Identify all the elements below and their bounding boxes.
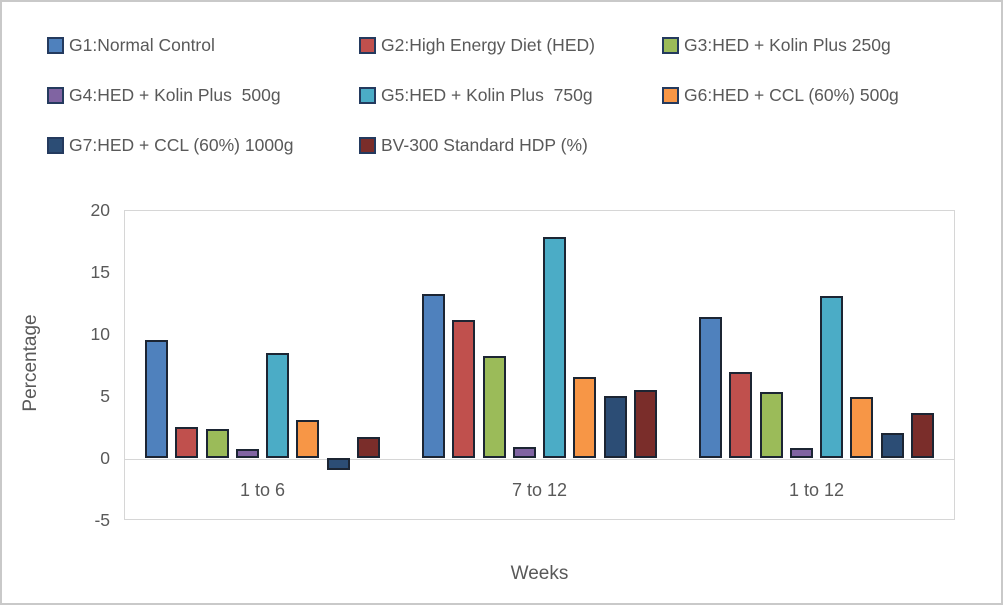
- legend-label: G1:Normal Control: [69, 34, 215, 55]
- plot-area: [124, 210, 955, 520]
- legend-item-1: G1:Normal Control: [47, 35, 359, 56]
- bar-series8-group1: [357, 436, 381, 458]
- legend-swatch-icon: [47, 36, 64, 54]
- x-axis-title: Weeks: [510, 563, 569, 584]
- legend-label: BV-300 Standard HDP (%): [381, 134, 588, 155]
- y-axis-title: Percentage: [20, 314, 41, 412]
- legend-swatch-icon: [359, 136, 376, 154]
- bar-series8-group2: [634, 389, 658, 458]
- legend-item-5: G5:HED + Kolin Plus 750g: [359, 85, 662, 106]
- y-tick-label: -5: [94, 510, 110, 530]
- bar-series7-group3: [880, 433, 904, 458]
- zero-gridline: [125, 459, 954, 460]
- bar-series6-group2: [573, 377, 597, 458]
- legend-item-4: G4:HED + Kolin Plus 500g: [47, 85, 359, 106]
- bar-series4-group1: [235, 449, 259, 458]
- bar-series5-group3: [820, 295, 844, 458]
- chart-legend: G1:Normal Control G2:High Energy Diet (HE…: [47, 20, 987, 170]
- y-tick-label: 5: [100, 386, 110, 406]
- bar-series7-group1: [326, 458, 350, 471]
- legend-swatch-icon: [47, 136, 64, 154]
- x-category-label: 1 to 6: [239, 480, 286, 500]
- legend-swatch-icon: [359, 36, 376, 54]
- bar-series7-group2: [603, 396, 627, 458]
- bar-series4-group2: [512, 446, 536, 458]
- legend-label: G7:HED + CCL (60%) 1000g: [69, 134, 294, 155]
- bar-series2-group3: [729, 372, 753, 458]
- legend-label: G4:HED + Kolin Plus 500g: [69, 84, 281, 105]
- y-tick-label: 10: [90, 324, 110, 344]
- legend-label: G5:HED + Kolin Plus 750g: [381, 84, 593, 105]
- legend-swatch-icon: [662, 36, 679, 54]
- legend-label: G6:HED + CCL (60%) 500g: [684, 84, 899, 105]
- bar-series5-group2: [543, 237, 567, 458]
- legend-item-3: G3:HED + Kolin Plus 250g: [662, 35, 987, 56]
- bar-series6-group3: [850, 397, 874, 458]
- y-tick-label: 15: [90, 262, 110, 282]
- legend-swatch-icon: [47, 86, 64, 104]
- bar-series3-group2: [482, 356, 506, 458]
- y-tick-label: 0: [100, 448, 110, 468]
- bar-series2-group2: [452, 320, 476, 458]
- bar-series4-group3: [789, 448, 813, 458]
- legend-item-7: G7:HED + CCL (60%) 1000g: [47, 135, 359, 156]
- bar-series2-group1: [175, 427, 199, 458]
- bar-series3-group3: [759, 392, 783, 458]
- x-category-label: 7 to 12: [511, 480, 568, 500]
- bar-series1-group2: [421, 294, 445, 458]
- bar-series1-group1: [144, 340, 168, 458]
- bar-series3-group1: [205, 429, 229, 458]
- y-tick-label: 20: [90, 200, 110, 220]
- legend-swatch-icon: [662, 86, 679, 104]
- bar-series5-group1: [266, 352, 290, 458]
- legend-label: G3:HED + Kolin Plus 250g: [684, 34, 891, 55]
- legend-item-6: G6:HED + CCL (60%) 500g: [662, 85, 987, 106]
- legend-label: G2:High Energy Diet (HED): [381, 34, 595, 55]
- x-category-label: 1 to 12: [788, 480, 845, 500]
- legend-item-2: G2:High Energy Diet (HED): [359, 35, 662, 56]
- bar-series8-group3: [911, 413, 935, 458]
- bar-series1-group3: [698, 316, 722, 458]
- bar-series6-group1: [296, 419, 320, 458]
- legend-swatch-icon: [359, 86, 376, 104]
- legend-item-8: BV-300 Standard HDP (%): [359, 135, 662, 156]
